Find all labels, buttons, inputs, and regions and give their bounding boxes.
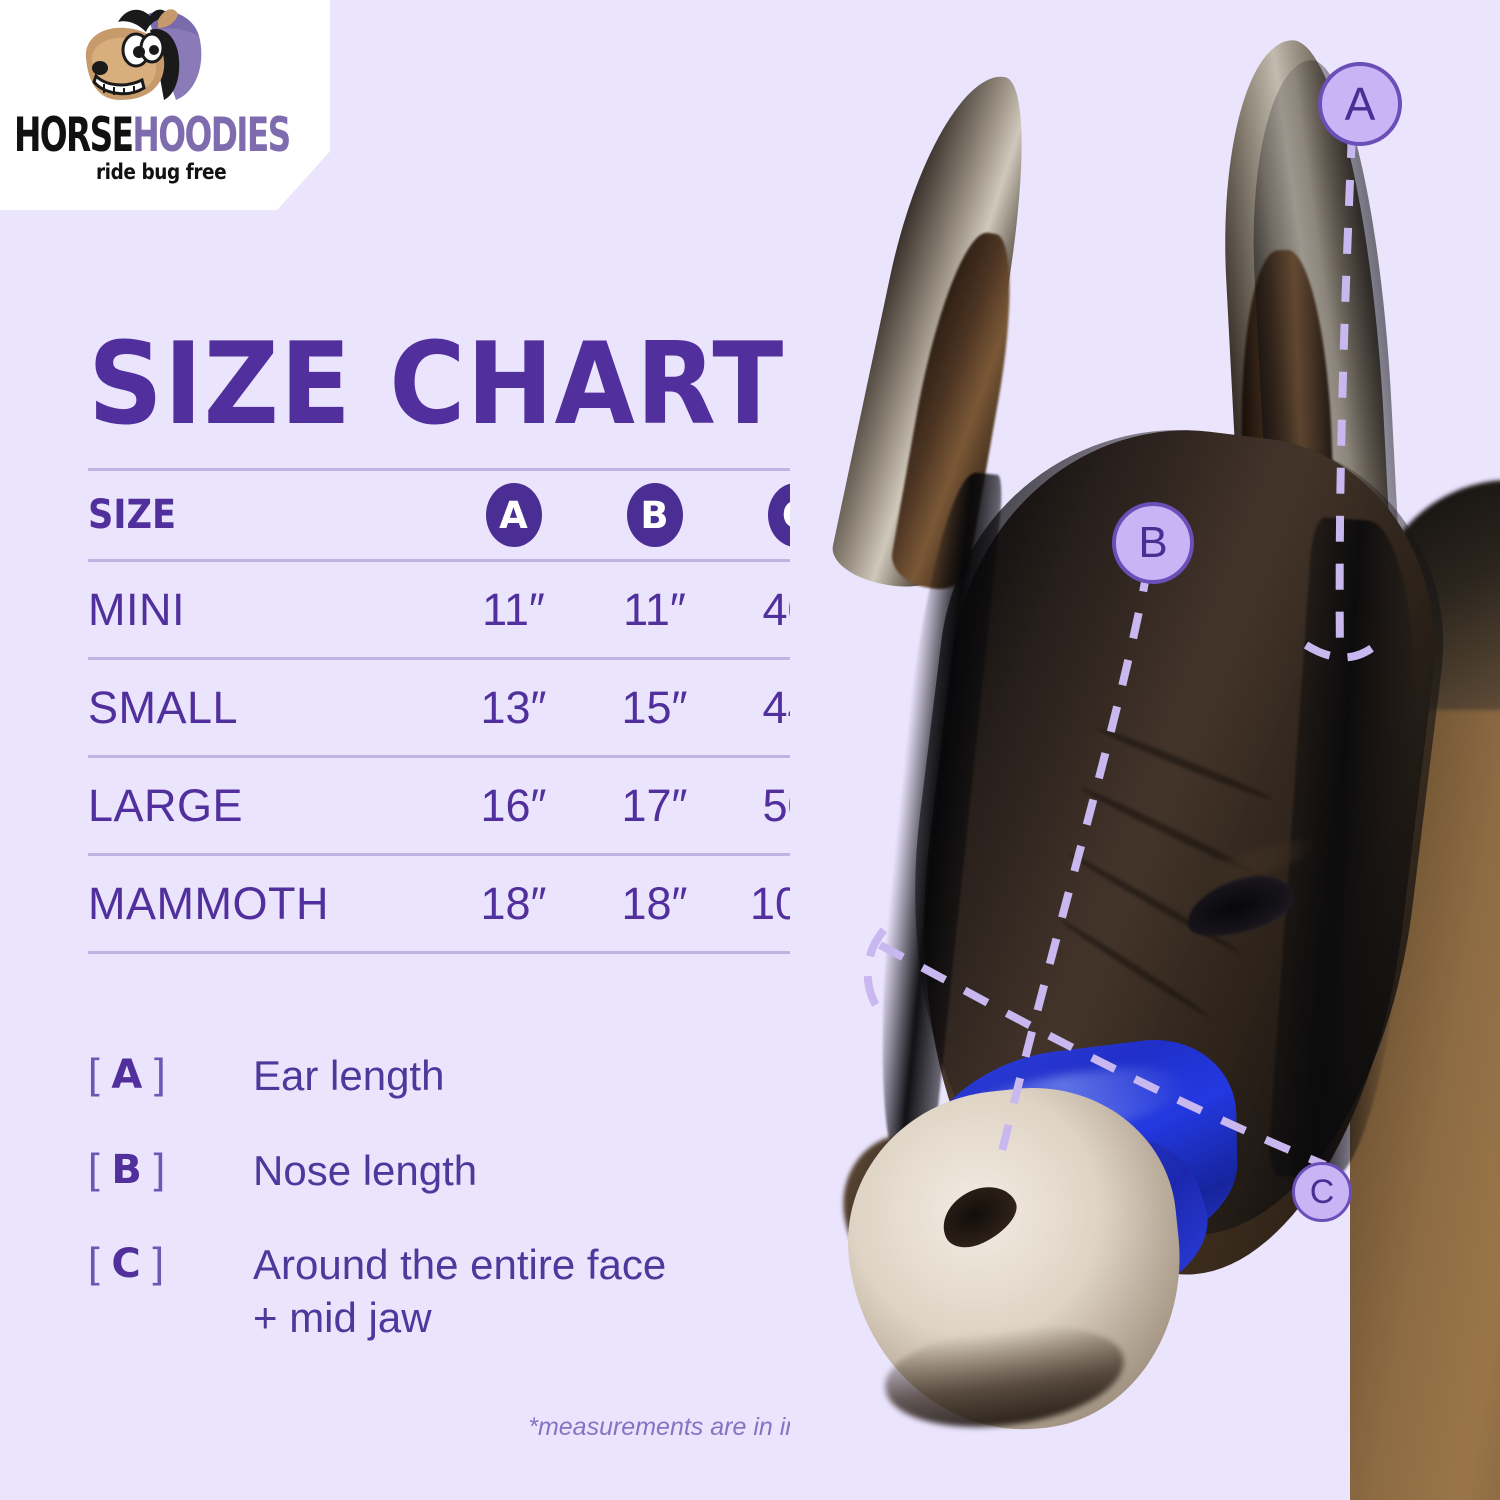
table-divider	[88, 468, 866, 471]
legend-key-a: [ A ]	[88, 1050, 253, 1098]
table-divider	[88, 755, 866, 758]
row-value-b: 11″	[623, 583, 686, 635]
marker-c: C	[1292, 1162, 1352, 1222]
row-value-a: 13″	[480, 681, 547, 733]
row-size-label: SMALL	[88, 681, 239, 733]
table-divider	[88, 853, 866, 856]
table-divider	[88, 559, 866, 562]
table-footnote: *measurements are in inches	[528, 1413, 852, 1441]
product-photo	[790, 0, 1500, 1500]
table-row: LARGE 16″ 17″ 50″	[88, 758, 866, 853]
horse-head-hoodie-icon	[85, 9, 202, 101]
row-value-b: 17″	[621, 779, 688, 831]
badge-a: A	[485, 483, 542, 547]
row-value-a: 16″	[480, 779, 547, 831]
page-title: SIZE CHART	[88, 318, 785, 451]
bracket-open: [	[88, 1144, 100, 1192]
legend-letter-c: C	[111, 1241, 141, 1287]
legend-item-c: [ C ] Around the entire face + mid jaw	[88, 1239, 828, 1344]
legend-item-a: [ A ] Ear length	[88, 1050, 828, 1103]
table-row: SMALL 13″ 15″ 44″	[88, 660, 866, 755]
bracket-close: ]	[153, 1050, 166, 1097]
bracket-close: ]	[153, 1144, 166, 1192]
legend-letter-b: B	[111, 1146, 142, 1193]
table-row: MAMMOTH 18″ 18″ 104″	[88, 856, 866, 951]
legend-text-a: Ear length	[253, 1052, 445, 1099]
row-size-label: LARGE	[88, 779, 244, 831]
table-divider	[88, 951, 866, 954]
table-row: MINI 11″ 11″ 40″	[88, 562, 866, 657]
marker-b: B	[1112, 502, 1194, 584]
legend-text-b: Nose length	[253, 1146, 478, 1194]
brand-word-horse: HORSE	[14, 108, 134, 163]
header-cell-a: A	[443, 483, 584, 547]
brand-word-hoodies: HOODIES	[132, 108, 291, 163]
marker-a: A	[1318, 62, 1402, 146]
bracket-close: ]	[152, 1239, 165, 1286]
table-divider	[88, 657, 866, 660]
bracket-open: [	[88, 1239, 100, 1286]
header-size-label: SIZE	[88, 492, 177, 538]
row-value-b: 18″	[621, 877, 688, 929]
header-cell-b: B	[584, 483, 725, 547]
legend-item-b: [ B ] Nose length	[88, 1145, 828, 1198]
bracket-open: [	[88, 1050, 100, 1097]
size-table: SIZE A B C MINI 11″ 11″ 40″ SMALL 13″ 15…	[88, 468, 866, 1441]
row-size-label: MINI	[88, 583, 185, 635]
brand-wordmark: HORSEHOODIES	[14, 112, 291, 159]
legend-key-b: [ B ]	[88, 1145, 253, 1193]
row-value-b: 15″	[621, 681, 688, 733]
row-value-a: 18″	[480, 877, 547, 929]
brand-tagline: ride bug free	[96, 160, 227, 184]
brand-logo-card: HORSEHOODIES ride bug free	[0, 0, 330, 210]
legend-letter-a: A	[111, 1052, 143, 1098]
badge-b: B	[626, 483, 683, 547]
legend-text-c: Around the entire face + mid jaw	[253, 1241, 667, 1341]
legend-key-c: [ C ]	[88, 1239, 253, 1287]
measurement-legend: [ A ] Ear length [ B ] Nose length [ C ]…	[88, 1050, 828, 1386]
table-header-row: SIZE A B C	[88, 471, 866, 559]
row-value-a: 11″	[482, 583, 545, 635]
row-size-label: MAMMOTH	[88, 877, 329, 929]
